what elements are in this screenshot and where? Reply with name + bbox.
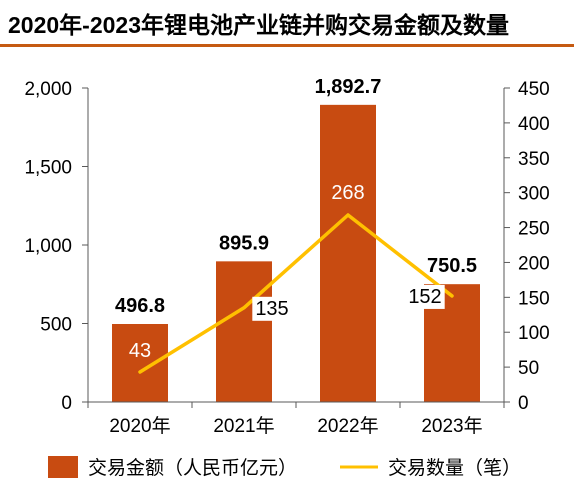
x-tick-label-2022: 2022年: [317, 415, 378, 437]
left-tick-label-1000: 1,000: [24, 236, 72, 257]
right-tick-label-400: 400: [518, 114, 550, 135]
line-series: [138, 213, 454, 374]
bar-2020: [112, 324, 168, 402]
right-tick-label-150: 150: [518, 288, 550, 309]
count-line: [138, 213, 454, 374]
legend: 交易金额（人民币亿元） 交易数量（笔）: [48, 456, 521, 479]
x-tick-label-2023: 2023年: [421, 415, 482, 437]
bar-2022: [320, 104, 376, 402]
legend-item-count: 交易数量（笔）: [340, 457, 521, 479]
bar-label-2021: 895.9: [219, 232, 269, 254]
left-tick-label-0: 0: [61, 393, 72, 414]
right-axis-ticks: 0 50 100 150 200 250 300 350 400 450: [504, 79, 550, 414]
legend-swatch-amount: [48, 456, 78, 478]
left-tick-label-2000: 2,000: [24, 79, 72, 100]
left-tick-label-1500: 1,500: [24, 158, 72, 179]
line-point-label-2023: 152: [408, 286, 441, 308]
bar-label-2020: 496.8: [115, 295, 165, 317]
line-point-label-2021: 135: [255, 298, 288, 320]
line-point-label-2022: 268: [331, 182, 364, 204]
x-tick-label-2021: 2021年: [213, 415, 274, 437]
title-rule: [0, 44, 574, 47]
legend-item-amount: 交易金额（人民币亿元）: [48, 456, 297, 479]
right-tick-label-450: 450: [518, 79, 550, 100]
left-tick-label-500: 500: [40, 315, 72, 336]
right-tick-label-100: 100: [518, 323, 550, 344]
left-axis-ticks: 0 500 1,000 1,500 2,000: [24, 79, 88, 414]
right-tick-label-0: 0: [518, 393, 529, 414]
chart-title: 2020年-2023年锂电池产业链并购交易金额及数量: [8, 12, 509, 38]
right-tick-label-350: 350: [518, 149, 550, 170]
legend-label-amount: 交易金额（人民币亿元）: [88, 457, 297, 479]
line-data-labels: 43 135 268 152: [129, 182, 445, 362]
x-tick-label-2020: 2020年: [109, 415, 170, 437]
right-tick-label-250: 250: [518, 219, 550, 240]
right-tick-label-50: 50: [518, 358, 539, 379]
bar-label-2023: 750.5: [427, 255, 477, 277]
legend-label-count: 交易数量（笔）: [388, 457, 521, 479]
right-tick-label-300: 300: [518, 184, 550, 205]
line-point-label-2020: 43: [129, 340, 151, 362]
right-tick-label-200: 200: [518, 253, 550, 274]
bar-label-2022: 1,892.7: [315, 76, 382, 98]
bar-data-labels: 496.8 895.9 1,892.7 750.5: [115, 76, 477, 317]
x-axis-ticks: 2020年 2021年 2022年 2023年: [87, 402, 505, 437]
line-label-box-2021: [252, 296, 292, 321]
line-label-box-2023: [405, 284, 445, 309]
bar-series: [112, 104, 480, 402]
bar-2021: [216, 261, 272, 402]
